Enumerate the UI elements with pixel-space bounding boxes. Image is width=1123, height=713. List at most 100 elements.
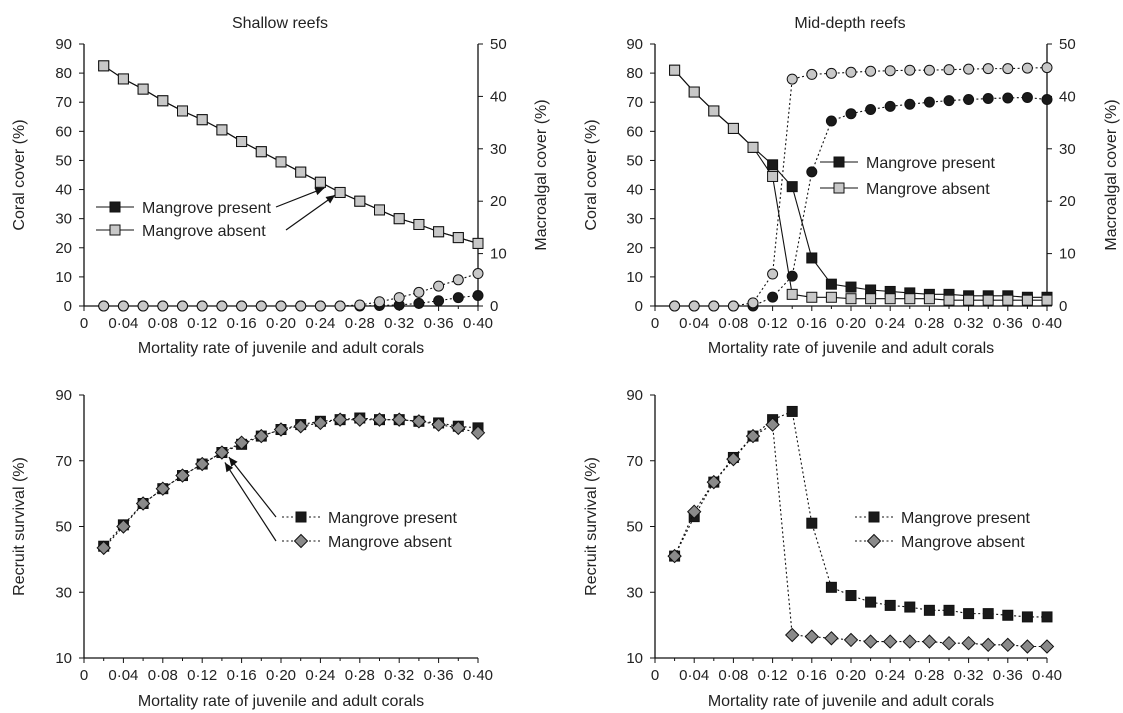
data-point (786, 73, 798, 85)
data-point (727, 122, 739, 134)
data-point (472, 290, 484, 302)
data-point (137, 83, 149, 95)
annotation-arrows (275, 187, 336, 231)
annotation-arrows (224, 456, 277, 542)
x-tick-label: 0·40 (1032, 315, 1062, 332)
chart-panel-1: Shallow reefs 0 0·04 0·08 0·12 0·16 0·20 0·24 0·… (11, 15, 550, 357)
data-point (295, 300, 307, 312)
data-point (372, 412, 387, 427)
data-point (963, 94, 975, 106)
series-4 (98, 268, 484, 312)
data-point (313, 415, 328, 431)
legend: Mangrove present Mangrove absent (855, 510, 1031, 551)
data-point (334, 300, 346, 312)
y2-tick-label: 0 (1059, 298, 1067, 315)
data-point (413, 218, 425, 230)
data-point (196, 300, 208, 312)
data-point (845, 281, 857, 293)
y-tick-label: 30 (626, 211, 643, 228)
x-tick-label: 0·04 (679, 667, 709, 684)
data-point (884, 65, 896, 77)
y2-tick-label: 10 (490, 246, 507, 263)
chart-panel-2: Mid-depth reefs 0 0·04 0·08 0·12 0·16 0·20 0·24… (583, 15, 1120, 357)
data-point (943, 604, 955, 616)
x-tick-label: 0·16 (797, 315, 827, 332)
y-tick-label: 70 (55, 94, 72, 111)
y-tick-label: 50 (626, 152, 643, 169)
y-tick-label: 0 (64, 298, 72, 315)
data-point (1002, 63, 1014, 75)
data-point (275, 300, 287, 312)
y-axis-label: Coral cover (%) (583, 119, 600, 230)
data-point (1041, 94, 1053, 106)
x-tick-label: 0·08 (718, 315, 748, 332)
legend-label: Mangrove present (901, 510, 1031, 527)
data-point (470, 425, 486, 441)
data-point (825, 581, 837, 593)
data-point (255, 300, 267, 312)
data-point (982, 294, 994, 306)
series-2 (667, 417, 1055, 654)
y2-tick-label: 20 (1059, 193, 1076, 210)
data-point (824, 631, 839, 646)
series-3 (98, 290, 484, 312)
x-axis-label: Mortality rate of juvenile and adult cor… (708, 340, 994, 357)
y-axis-label: Coral cover (%) (11, 119, 28, 230)
data-point (293, 419, 308, 434)
data-point (963, 294, 975, 306)
data-point (116, 519, 131, 534)
x-axis-label: Mortality rate of juvenile and adult cor… (708, 693, 994, 710)
x-tick-label: 0·20 (266, 667, 296, 684)
data-point (904, 293, 916, 305)
y-tick-label: 10 (55, 650, 72, 667)
data-point (708, 105, 720, 117)
data-point (352, 412, 368, 427)
data-point (882, 634, 898, 649)
data-point (726, 451, 741, 467)
y2-tick-label: 20 (490, 193, 507, 210)
chart-title: Shallow reefs (232, 15, 328, 32)
y2-axis-label: Macroalgal cover (%) (533, 99, 550, 250)
data-point (923, 293, 935, 305)
chart-panel-3: 0 0·04 0·08 0·12 0·16 0·20 0·24 0·28 0·32 0·36 0·4… (11, 387, 493, 710)
x-tick-label: 0 (651, 667, 659, 684)
data-point (431, 417, 446, 432)
y-tick-label: 30 (55, 584, 72, 601)
series-2 (669, 64, 1053, 306)
data-point (194, 456, 210, 472)
data-point (98, 300, 110, 312)
data-point (941, 635, 957, 651)
x-tick-label: 0·24 (875, 315, 905, 332)
series-2 (98, 60, 484, 249)
y-tick-label: 50 (626, 519, 643, 536)
x-tick-label: 0·24 (305, 315, 335, 332)
data-point (1021, 611, 1033, 623)
data-point (845, 293, 857, 305)
data-point (1041, 62, 1053, 74)
x-tick-label: 0·32 (384, 667, 414, 684)
data-point (980, 637, 996, 653)
data-point (236, 300, 248, 312)
data-point (452, 292, 464, 304)
x-tick-label: 0·28 (345, 315, 375, 332)
data-point (433, 295, 445, 307)
data-point (943, 95, 955, 107)
data-point (452, 274, 464, 286)
y-tick-label: 20 (55, 240, 72, 257)
x-tick-label: 0·36 (424, 667, 454, 684)
data-point (865, 104, 877, 115)
legend-label: Mangrove absent (142, 223, 266, 240)
data-point (411, 414, 427, 429)
data-point (157, 95, 169, 107)
data-point (825, 115, 837, 127)
data-point (767, 291, 779, 303)
data-point (275, 156, 287, 168)
y-axis-label: Recruit survival (%) (583, 457, 600, 596)
data-point (786, 270, 798, 282)
x-tick-label: 0·12 (187, 667, 217, 684)
series-2 (96, 412, 486, 556)
legend-marker (109, 224, 121, 236)
data-point (1039, 639, 1055, 654)
y2-tick-label: 40 (490, 88, 507, 105)
data-point (747, 297, 759, 309)
